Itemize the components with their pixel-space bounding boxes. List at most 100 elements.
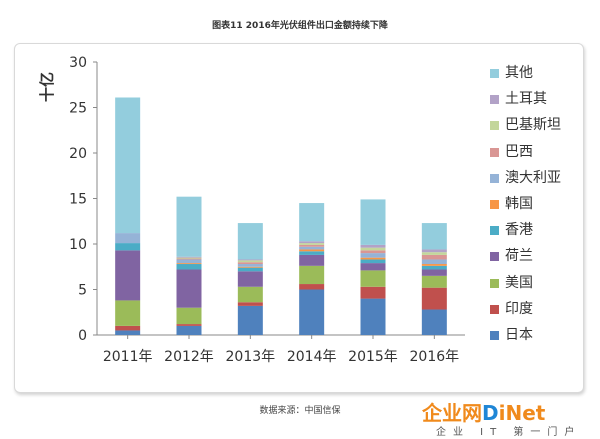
bar-segment [176, 263, 202, 265]
legend-swatch [490, 252, 499, 262]
bar-segment [360, 259, 386, 264]
bar-segment [237, 259, 263, 261]
watermark-part1: 企业网 [422, 401, 482, 425]
bar-segment [421, 265, 447, 270]
y-tick-label: 10 [69, 237, 87, 253]
bar-segment [421, 259, 447, 265]
bar-segment [421, 264, 447, 266]
legend-label: 香港 [505, 222, 533, 239]
bar-segment [237, 262, 263, 265]
bar-segment [115, 97, 141, 234]
bar-segment [115, 243, 141, 251]
legend-item: 日本 [490, 327, 590, 343]
bar-segment [237, 286, 263, 303]
source-note: 数据来源：中国信保 [259, 406, 341, 416]
bar-segment [299, 284, 325, 290]
bar-segment [299, 244, 325, 247]
bar-segment [360, 263, 386, 271]
bar-segment [360, 286, 386, 299]
bar-segment [299, 254, 325, 266]
bar-segment [360, 250, 386, 254]
legend-swatch [490, 226, 499, 236]
bar-segment [299, 203, 325, 242]
watermark-part3: iNet [498, 401, 546, 425]
bar-segment [421, 252, 447, 255]
bar-segment [237, 305, 263, 335]
bar-segment [360, 247, 386, 251]
bar-segment [115, 233, 141, 244]
legend-label: 韩国 [505, 196, 533, 212]
bar-segment [299, 243, 325, 245]
bar-segment [421, 287, 447, 310]
legend-label: 土耳其 [505, 91, 547, 108]
bar-segment [360, 199, 386, 245]
bar-segment [421, 223, 447, 250]
legend-item: 荷兰 [490, 248, 590, 264]
bar-segment [237, 302, 263, 306]
bar-segment [176, 257, 202, 259]
bar-segment [421, 254, 447, 260]
x-tick-label: 2016年 [410, 349, 460, 365]
bar-segment [237, 260, 263, 263]
legend-label: 巴西 [505, 143, 533, 160]
bar-segment [299, 251, 325, 255]
bar-segment [176, 324, 202, 326]
y-tick-label: 5 [78, 283, 87, 299]
legend-item: 土耳其 [490, 91, 590, 107]
bar-segment [237, 264, 263, 267]
legend-swatch [490, 331, 499, 340]
legend-swatch [490, 69, 499, 78]
legend-item: 韩国 [490, 196, 590, 212]
legend-swatch [490, 95, 499, 105]
y-tick-label: 15 [69, 192, 87, 208]
bar-segment [299, 265, 325, 285]
x-tick-label: 2011年 [103, 349, 153, 365]
y-tick-label: 20 [69, 146, 87, 162]
bar-segment [421, 275, 447, 288]
watermark-part2: D [482, 401, 499, 425]
y-axis-label: 十亿 [38, 72, 56, 102]
watermark-tagline: 企业 IT 第一门户 [436, 427, 582, 438]
legend-swatch [490, 278, 499, 288]
legend-item: 澳大利亚 [490, 170, 590, 186]
bar-segment [115, 330, 141, 335]
bar-segment [421, 249, 447, 253]
bar-segment [237, 271, 263, 287]
x-tick-label: 2012年 [164, 349, 214, 365]
bar-segment [115, 250, 141, 301]
legend-swatch [490, 304, 499, 314]
bar-segment [299, 289, 325, 335]
figure-title: 图表11 2016年光伏组件出口金额持续下降 [212, 21, 388, 31]
x-tick-label: 2015年 [348, 349, 398, 365]
bar-segment [360, 253, 386, 258]
bar-segment [176, 264, 202, 270]
bar-segment [360, 298, 386, 335]
legend-swatch [490, 200, 499, 209]
x-tick-label: 2014年 [287, 349, 337, 365]
y-tick-label: 30 [69, 55, 87, 71]
bar-segment [237, 223, 263, 260]
legend-label: 日本 [505, 327, 533, 343]
bar-segment [176, 256, 202, 258]
bar-segment [360, 244, 386, 248]
legend-label: 澳大利亚 [505, 169, 561, 186]
legend-item: 香港 [490, 222, 590, 238]
bar-segment [360, 257, 386, 260]
bar-segment [237, 267, 263, 272]
y-tick-label: 25 [69, 101, 87, 117]
legend-label: 美国 [505, 274, 533, 291]
bar-segment [176, 325, 202, 335]
bar-segment [360, 270, 386, 287]
bar-segment [299, 241, 325, 244]
legend-item: 印度 [490, 301, 590, 317]
legend-item: 巴西 [490, 144, 590, 160]
bar-segment [299, 249, 325, 252]
legend-label: 荷兰 [505, 248, 533, 265]
bar-segment [421, 269, 447, 276]
bar-segment [176, 269, 202, 308]
y-tick-label: 0 [78, 328, 87, 344]
legend-item: 美国 [490, 275, 590, 291]
bar-segment [115, 300, 141, 326]
legend-item: 其他 [490, 65, 590, 81]
